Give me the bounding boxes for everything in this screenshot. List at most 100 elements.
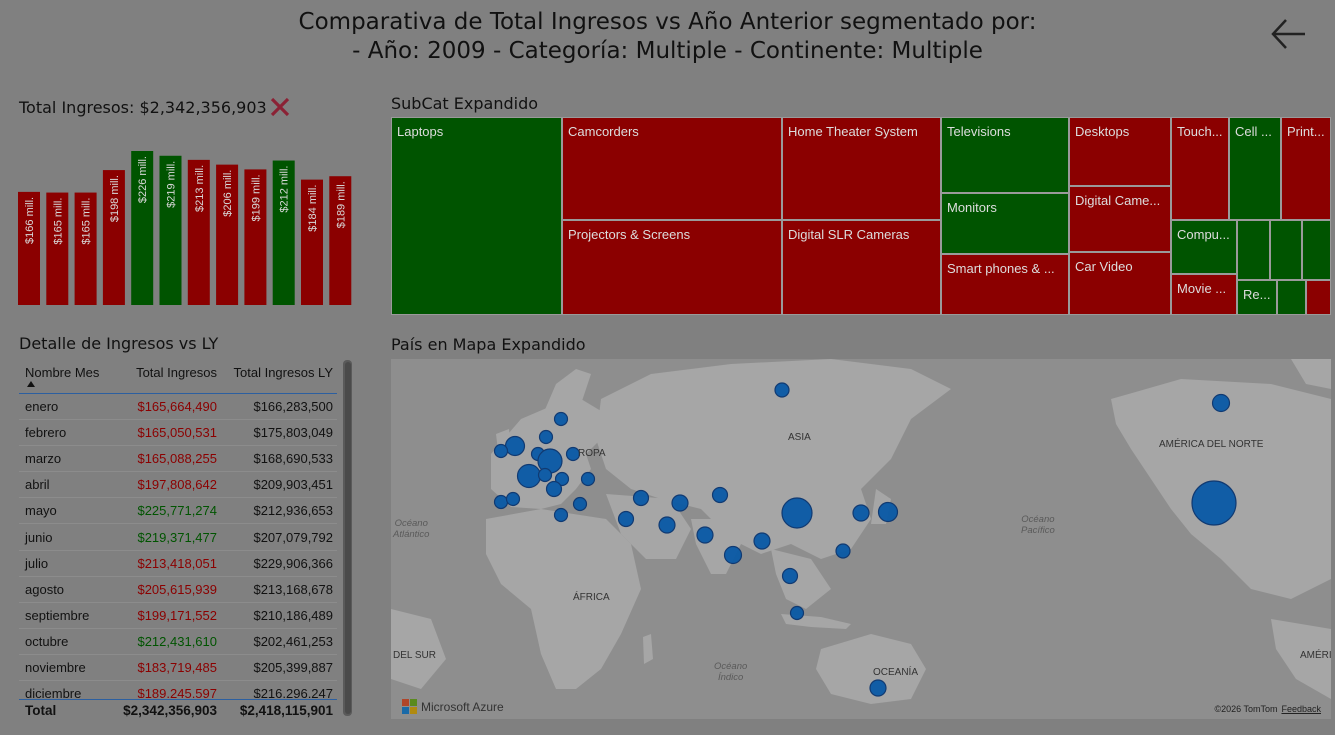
treemap-tile[interactable]: [1277, 280, 1306, 315]
continents-layer: [391, 359, 1331, 704]
treemap-tile[interactable]: Car Video: [1069, 252, 1171, 315]
table-row[interactable]: agosto $205,615,939 $213,168,678: [19, 577, 337, 603]
table-row[interactable]: noviembre $183,719,485 $205,399,887: [19, 655, 337, 682]
bar[interactable]: [159, 155, 182, 305]
cell-ingresos-ly: $202,461,253: [253, 633, 333, 649]
bubble: [493, 494, 509, 510]
treemap-tile[interactable]: Televisions: [941, 117, 1069, 193]
bar[interactable]: [131, 151, 154, 305]
table-row[interactable]: marzo $165,088,255 $168,690,533: [19, 446, 337, 473]
treemap-tile[interactable]: Re...: [1237, 280, 1277, 315]
cell-ingresos: $212,431,610: [137, 633, 217, 649]
cell-ingresos: $213,418,051: [137, 555, 217, 571]
bar[interactable]: [216, 164, 239, 305]
back-arrow-icon[interactable]: [1268, 14, 1308, 54]
treemap-tile[interactable]: Laptops: [391, 117, 562, 315]
footer-total-ingresos: $2,342,356,903: [123, 703, 217, 718]
treemap-tile[interactable]: Monitors: [941, 193, 1069, 254]
treemap-tile[interactable]: [1306, 280, 1331, 315]
page-title: Comparativa de Total Ingresos vs Año Ant…: [0, 8, 1335, 66]
bubble: [696, 526, 714, 544]
treemap-tile[interactable]: Compu...: [1171, 220, 1237, 274]
table-footer: Total $2,342,356,903 $2,418,115,901: [19, 703, 337, 718]
table-footer-divider: [19, 699, 337, 700]
header-total-ingresos-ly[interactable]: Total Ingresos LY: [233, 365, 333, 380]
cell-mes: noviembre: [25, 659, 86, 675]
bar[interactable]: [46, 192, 69, 305]
treemap-tile[interactable]: Digital Came...: [1069, 186, 1171, 252]
bar-data-label: $166 mill.: [24, 197, 36, 244]
treemap-title: SubCat Expandido: [391, 94, 539, 113]
title-line-1: Comparativa de Total Ingresos vs Año Ant…: [298, 9, 1037, 35]
revenue-detail-table: Nombre Mes Total Ingresos Total Ingresos…: [19, 360, 337, 700]
header-total-ingresos[interactable]: Total Ingresos: [136, 365, 217, 380]
bar-data-label: $206 mill.: [222, 170, 234, 217]
table-row[interactable]: abril $197,808,642 $209,903,451: [19, 472, 337, 499]
bar[interactable]: [18, 191, 40, 305]
table-row[interactable]: julio $213,418,051 $229,906,366: [19, 551, 337, 577]
bar-data-label: $184 mill.: [307, 185, 319, 232]
map-label-del-sur: DEL SUR: [393, 650, 436, 661]
treemap-tile[interactable]: Projectors & Screens: [562, 220, 782, 315]
treemap-tile[interactable]: Digital SLR Cameras: [782, 220, 941, 315]
microsoft-logo-icon: [402, 699, 417, 714]
cell-ingresos: $189,245,597: [137, 686, 217, 698]
map-label-africa: ÁFRICA: [573, 592, 610, 603]
copyright-text: ©2026 TomTom: [1214, 704, 1278, 714]
bubble: [565, 446, 581, 462]
feedback-link[interactable]: Feedback: [1281, 704, 1321, 714]
country-bubble-map[interactable]: ROPA ASIA AMÉRICA DEL NORTE ÁFRICA OCEAN…: [391, 359, 1331, 719]
clear-filter-icon[interactable]: [269, 96, 291, 118]
treemap-tile[interactable]: [1302, 220, 1331, 280]
treemap-tile[interactable]: [1237, 220, 1270, 280]
treemap-tile[interactable]: Movie ...: [1171, 274, 1237, 315]
bubble: [753, 532, 771, 550]
cell-ingresos-ly: $229,906,366: [253, 555, 333, 571]
bubble: [877, 501, 899, 523]
treemap-tile[interactable]: Desktops: [1069, 117, 1171, 186]
bar[interactable]: [301, 179, 323, 305]
table-row[interactable]: septiembre $199,171,552 $210,186,489: [19, 603, 337, 629]
table-row[interactable]: mayo $225,771,274 $212,936,653: [19, 498, 337, 525]
bar-data-label: $198 mill.: [109, 175, 121, 222]
treemap-tile[interactable]: Camcorders: [562, 117, 782, 220]
table-row[interactable]: febrero $165,050,531 $175,803,049: [19, 420, 337, 447]
table-row[interactable]: enero $165,664,490 $166,283,500: [19, 394, 337, 421]
bubble: [504, 435, 526, 457]
bubble: [1191, 480, 1237, 526]
footer-total-label: Total: [25, 703, 57, 718]
bar-data-label: $219 mill.: [166, 161, 178, 208]
table-row[interactable]: junio $219,371,477 $207,079,792: [19, 524, 337, 551]
total-ingresos-card: Total Ingresos: $2,342,356,903: [19, 96, 291, 118]
bar[interactable]: [272, 160, 295, 305]
table-row[interactable]: diciembre $189,245,597 $216,296,247: [19, 681, 337, 698]
bar[interactable]: [329, 176, 352, 305]
cell-ingresos-ly: $168,690,533: [253, 451, 333, 467]
treemap-tile[interactable]: Smart phones & ...: [941, 254, 1069, 315]
bar[interactable]: [244, 169, 267, 305]
table-row[interactable]: octubre $212,431,610 $202,461,253: [19, 629, 337, 655]
treemap-tile[interactable]: Print...: [1281, 117, 1331, 220]
bubble: [1211, 393, 1231, 413]
bar-data-label: $165 mill.: [81, 198, 93, 245]
table-body: enero $165,664,490 $166,283,500 febrero $165…: [19, 394, 337, 698]
map-label-ameri: AMÉRI: [1300, 650, 1331, 661]
cell-ingresos-ly: $212,936,653: [253, 503, 333, 519]
treemap-tile[interactable]: Cell ...: [1229, 117, 1281, 220]
bubble: [723, 545, 743, 565]
cell-mes: diciembre: [25, 686, 82, 698]
map-label-asia: ASIA: [788, 432, 811, 443]
header-nombre-mes[interactable]: Nombre Mes: [25, 365, 100, 380]
table-scrollbar-thumb[interactable]: [345, 362, 351, 714]
bar[interactable]: [74, 192, 97, 305]
treemap-tile[interactable]: Home Theater System: [782, 117, 941, 220]
footer-total-ingresos-ly: $2,418,115,901: [239, 703, 333, 718]
bar[interactable]: [187, 159, 210, 305]
bubble: [553, 507, 569, 523]
cell-mes: septiembre: [25, 607, 90, 623]
bar[interactable]: [102, 170, 125, 305]
table-title: Detalle de Ingresos vs LY: [19, 334, 219, 353]
bubble: [537, 467, 553, 483]
treemap-tile[interactable]: Touch...: [1171, 117, 1229, 220]
treemap-tile[interactable]: [1270, 220, 1302, 280]
